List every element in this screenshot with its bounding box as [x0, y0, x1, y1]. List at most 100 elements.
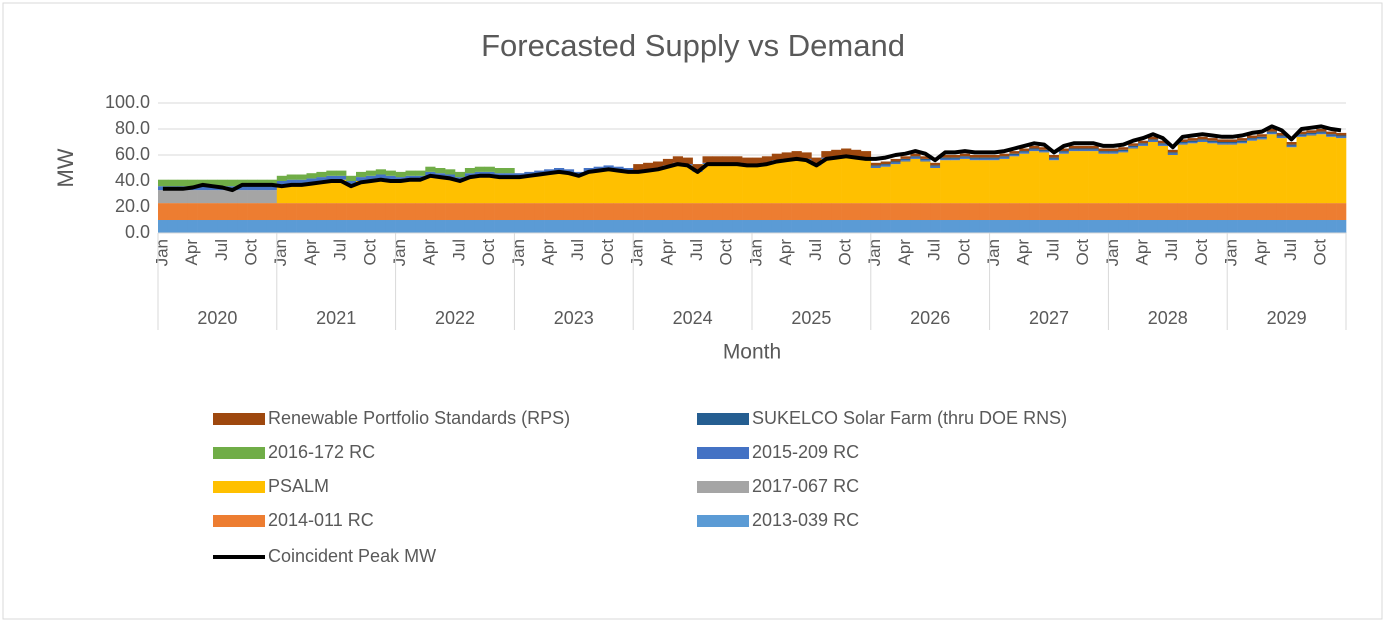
bar-segment [1068, 151, 1079, 204]
bar-segment [791, 151, 802, 158]
bar-segment [1276, 136, 1287, 139]
bar-segment [930, 166, 941, 168]
bar-segment [1009, 220, 1020, 233]
bar-segment [474, 175, 485, 204]
bar-segment [1148, 139, 1159, 141]
bar-segment [326, 175, 337, 180]
bar-segment [761, 203, 773, 220]
bar-segment [1227, 220, 1238, 233]
bar-segment [1247, 140, 1258, 204]
bar-segment [563, 203, 575, 220]
bar-segment [930, 162, 941, 166]
bar-segment [1058, 151, 1070, 153]
bar-segment [950, 220, 961, 233]
bar-segment [405, 179, 416, 204]
x-tick-label: Apr [657, 239, 676, 266]
x-tick-label: Apr [1133, 239, 1152, 266]
x-tick-label: Jan [509, 239, 528, 266]
x-tick-label: Jul [806, 239, 825, 261]
bar-segment [464, 220, 476, 233]
bar-segment [1306, 220, 1317, 233]
bar-segment [177, 220, 188, 233]
bar-segment [1039, 147, 1050, 150]
bar-segment [801, 160, 812, 204]
year-label: 2022 [435, 308, 475, 328]
bar-segment [187, 220, 198, 233]
x-tick-label: Apr [895, 239, 914, 266]
bar-segment [722, 203, 733, 220]
x-tick-label: Jan [628, 239, 647, 266]
bar-segment [1167, 153, 1178, 155]
bar-segment [158, 190, 169, 204]
bar-segment [702, 156, 713, 163]
bar-segment [237, 220, 248, 233]
bar-segment [989, 203, 1000, 220]
bar-segment [722, 164, 733, 204]
bar-segment [1237, 203, 1248, 220]
bar-segment [1148, 136, 1159, 140]
bar-segment [316, 203, 327, 220]
x-tick-label: Jan [1222, 239, 1241, 266]
bar-segment [1098, 152, 1109, 154]
bar-segment [425, 203, 436, 220]
bar-segment [306, 178, 317, 183]
bar-segment [692, 171, 703, 204]
bar-segment [1177, 142, 1188, 144]
bar-segment [613, 170, 624, 204]
bar-segment [356, 181, 367, 204]
bar-segment [969, 157, 980, 159]
bar-segment [1336, 203, 1347, 220]
bar-segment [326, 220, 337, 233]
bar-segment [1049, 203, 1060, 220]
bar-segment [227, 179, 238, 187]
bar-segment [979, 220, 990, 233]
x-tick-label: Oct [360, 239, 379, 266]
bar-segment [1068, 203, 1079, 220]
bar-segment [385, 220, 396, 233]
bar-segment [959, 157, 971, 159]
bar-segment [1286, 144, 1297, 146]
bar-segment [158, 220, 169, 233]
bar-segment [375, 174, 386, 179]
bar-segment [563, 173, 575, 204]
bar-segment [257, 220, 268, 233]
bar-segment [1197, 140, 1208, 142]
x-tick-label: Jan [984, 239, 1003, 266]
bar-segment [900, 203, 911, 220]
bar-segment [1128, 147, 1139, 149]
bar-segment [217, 203, 228, 220]
bar-segment [603, 220, 614, 233]
bar-segment [989, 158, 1000, 161]
bar-segment [306, 182, 317, 204]
bar-segment [385, 175, 396, 180]
bar-segment [672, 203, 683, 220]
bar-segment [1187, 142, 1198, 144]
bar-segment [702, 220, 713, 233]
bar-segment [1118, 151, 1129, 153]
bar-segment [445, 169, 456, 175]
bar-segment [445, 203, 456, 220]
bar-segment [1108, 153, 1119, 204]
bar-segment [999, 158, 1010, 204]
bar-segment [999, 156, 1010, 158]
bar-segment [514, 203, 525, 220]
bar-segment [1049, 157, 1060, 159]
bar-segment [356, 177, 367, 181]
y-tick-label: 100.0 [105, 92, 150, 112]
bar-segment [1286, 142, 1297, 145]
bar-segment [742, 157, 753, 165]
bar-segment [1009, 203, 1020, 220]
bar-segment [791, 158, 802, 204]
bar-segment [356, 171, 367, 178]
bar-segment [593, 170, 604, 204]
x-tick-label: Jan [1103, 239, 1122, 266]
bar-segment [851, 203, 862, 220]
bar-segment [1187, 220, 1198, 233]
bar-segment [623, 203, 634, 220]
bar-segment [1108, 203, 1119, 220]
legend-label: 2017-067 RC [752, 476, 859, 496]
bar-segment [643, 170, 654, 204]
x-tick-label: Oct [479, 239, 498, 266]
bar-segment [286, 183, 297, 204]
x-tick-label: Jul [1281, 239, 1300, 261]
